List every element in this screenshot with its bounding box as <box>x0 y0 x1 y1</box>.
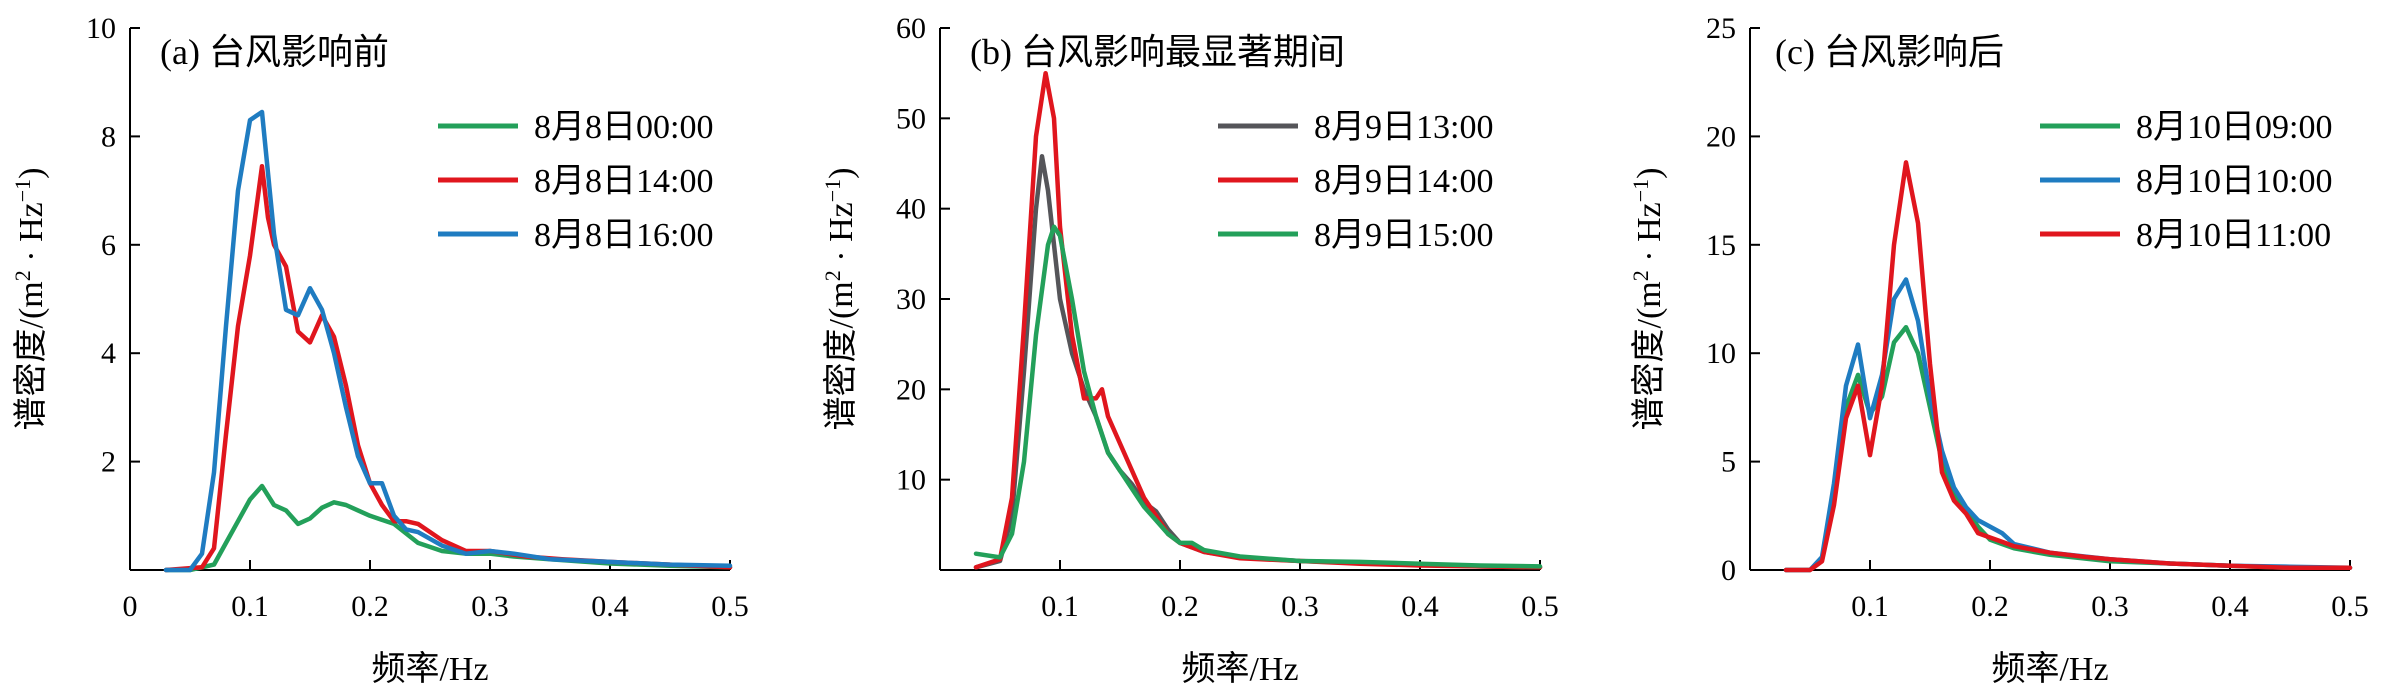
series-line-3 <box>1783 160 2353 573</box>
x-tick-label: 0.4 <box>2211 590 2249 623</box>
x-tick-label: 0.3 <box>2091 590 2129 623</box>
y-axis-label-part: −1 <box>1628 179 1653 202</box>
y-axis-label: 谱密度/(m2 · Hz−1) <box>820 168 860 431</box>
y-axis-label-part: · Hz <box>823 202 860 270</box>
x-tick-label: 0.5 <box>1521 590 1559 623</box>
y-axis-label-part: −1 <box>10 179 35 202</box>
x-tick-label: 0.2 <box>351 590 389 623</box>
y-axis-label-part: 2 <box>1628 270 1653 281</box>
chart-title: (b) 台风影响最显著期间 <box>970 32 1345 72</box>
chart-panel-3: 0.1 0.2 0.3 0.4 0.5 0 5 10 15 20 25 频率/Hz 谱密度/(m2 · … <box>1628 12 2369 688</box>
y-tick-label: 5 <box>1721 446 1736 479</box>
legend-label: 8月10日11:00 <box>2136 217 2331 254</box>
y-tick-label: 30 <box>896 283 926 316</box>
legend-label: 8月9日13:00 <box>1314 109 1493 146</box>
x-tick-label: 0.2 <box>1971 590 2009 623</box>
y-axis-label-part: ) <box>13 168 50 179</box>
y-tick-label: 10 <box>896 464 926 497</box>
y-axis-label-part: −1 <box>820 179 845 202</box>
x-axis-label: 频率/Hz <box>1991 650 2108 688</box>
x-tick-label: 0.5 <box>711 590 749 623</box>
x-tick-label: 0.4 <box>591 590 629 623</box>
y-axis-label-part: ) <box>823 168 860 179</box>
legend-label: 8月8日14:00 <box>534 163 713 200</box>
series-line-1 <box>163 483 733 573</box>
y-axis-label-part: 谱密度/(m <box>1630 281 1668 430</box>
y-axis-label-part: 2 <box>820 270 845 281</box>
legend-label: 8月9日14:00 <box>1314 163 1493 200</box>
x-tick-label: 0.3 <box>471 590 509 623</box>
y-axis-label-part: · Hz <box>1631 202 1668 270</box>
x-axis-label: 频率/Hz <box>371 650 488 688</box>
chart-panel-2: 0.1 0.2 0.3 0.4 0.5 10 20 30 40 50 60 频率/Hz 谱密度/(m2 … <box>820 12 1559 688</box>
x-tick-label: 0.1 <box>231 590 269 623</box>
series-line-2 <box>973 70 1543 570</box>
y-tick-label: 6 <box>101 229 116 262</box>
y-tick-label: 2 <box>101 446 116 479</box>
x-tick-label: 0.2 <box>1161 590 1199 623</box>
y-tick-label: 20 <box>1706 120 1736 153</box>
y-tick-label: 10 <box>86 12 116 45</box>
y-axis-label-part: · Hz <box>13 202 50 270</box>
y-axis-label: 谱密度/(m2 · Hz−1) <box>1628 168 1668 431</box>
legend-label: 8月10日09:00 <box>2136 109 2332 146</box>
y-axis-label-part: 谱密度/(m <box>822 281 860 430</box>
y-tick-label: 60 <box>896 12 926 45</box>
y-axis-label: 谱密度/(m2 · Hz−1) <box>10 168 50 431</box>
y-tick-label: 50 <box>896 102 926 135</box>
legend-label: 8月9日15:00 <box>1314 217 1493 254</box>
series-line-2 <box>1783 277 2353 573</box>
x-tick-label: 0 <box>123 590 138 623</box>
y-tick-label: 10 <box>1706 337 1736 370</box>
series-line-3 <box>163 109 733 573</box>
y-axis-label-part: 谱密度/(m <box>12 281 50 430</box>
x-axis-label: 频率/Hz <box>1181 650 1298 688</box>
y-tick-label: 8 <box>101 120 116 153</box>
x-tick-label: 0.5 <box>2331 590 2369 623</box>
y-tick-label: 4 <box>101 337 116 370</box>
x-tick-label: 0.1 <box>1041 590 1079 623</box>
x-tick-label: 0.1 <box>1851 590 1889 623</box>
y-axis-label-part: ) <box>1631 168 1668 179</box>
y-axis-label-part: 2 <box>10 270 35 281</box>
legend-label: 8月10日10:00 <box>2136 163 2332 200</box>
chart-title: (c) 台风影响后 <box>1775 32 2004 72</box>
y-tick-label: 40 <box>896 193 926 226</box>
y-tick-label: 15 <box>1706 229 1736 262</box>
chart-title: (a) 台风影响前 <box>160 32 389 72</box>
y-tick-label: 20 <box>896 373 926 406</box>
y-tick-label: 0 <box>1721 554 1736 587</box>
legend-label: 8月8日00:00 <box>534 109 713 146</box>
x-tick-label: 0.4 <box>1401 590 1439 623</box>
x-tick-label: 0.3 <box>1281 590 1319 623</box>
legend-label: 8月8日16:00 <box>534 217 713 254</box>
y-tick-label: 25 <box>1706 12 1736 45</box>
series-line-3 <box>973 224 1543 569</box>
